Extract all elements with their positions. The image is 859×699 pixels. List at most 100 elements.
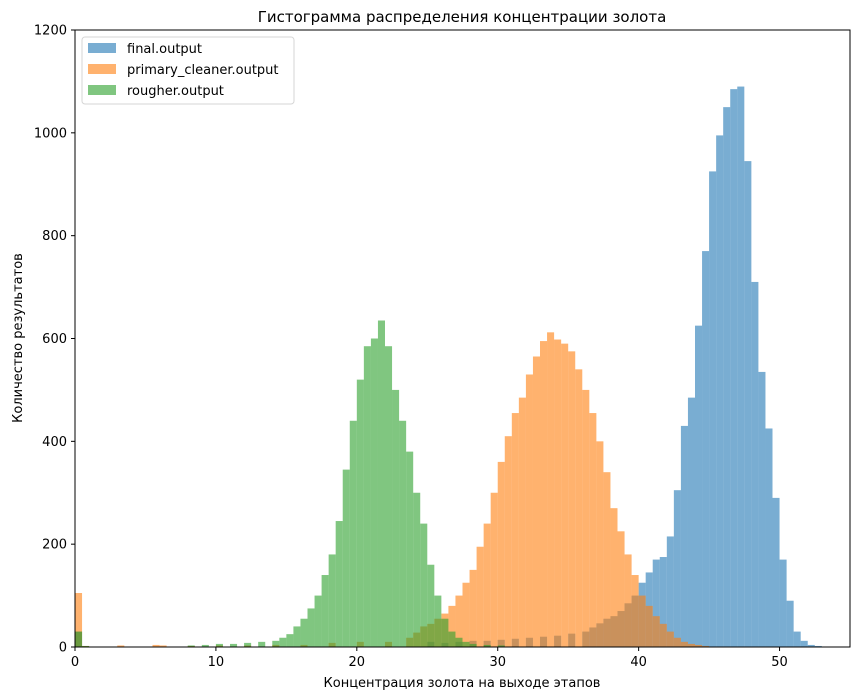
histogram-bar: [504, 436, 512, 647]
histogram-bar: [476, 546, 484, 647]
histogram-bar: [469, 643, 477, 647]
histogram-bar: [751, 281, 759, 647]
histogram-bar: [800, 640, 808, 647]
histogram-bar: [434, 595, 442, 647]
x-tick-label: 10: [208, 655, 225, 670]
histogram-bar: [448, 605, 456, 647]
histogram-bar: [765, 428, 773, 647]
histogram-bar: [518, 397, 526, 647]
histogram-bar: [117, 645, 125, 647]
histogram-bar: [554, 339, 562, 647]
histogram-bar: [737, 86, 745, 647]
histogram-bar: [702, 251, 710, 647]
histogram-bar: [462, 641, 470, 647]
histogram-bar: [786, 600, 794, 647]
histogram-bar: [497, 461, 505, 647]
histogram-bar: [356, 379, 364, 647]
histogram-bar: [659, 557, 667, 647]
histogram-bar: [272, 640, 280, 647]
histogram-bar: [758, 371, 766, 647]
legend-items: final.output primary_cleaner.outputroughe…: [88, 42, 279, 99]
histogram-bar: [328, 554, 336, 647]
histogram-bar: [497, 645, 505, 647]
histogram-bar: [392, 389, 400, 647]
histogram-bar: [441, 618, 449, 647]
histogram-bar: [532, 356, 540, 647]
histogram-bar: [483, 523, 491, 647]
histogram-bar: [483, 644, 491, 647]
histogram-bar: [377, 320, 385, 647]
histogram-bar: [342, 469, 350, 647]
histogram-bar: [427, 564, 435, 647]
histogram-bar: [448, 631, 456, 647]
legend-label: primary_cleaner.output: [127, 63, 279, 78]
histogram-bar: [793, 631, 801, 647]
histogram-bar: [258, 641, 266, 647]
histogram-bar: [666, 536, 674, 647]
legend-swatch: [88, 85, 116, 95]
x-tick-label: 40: [630, 655, 647, 670]
histogram-bar: [159, 645, 167, 647]
histogram-bar: [687, 643, 695, 647]
histogram-bar: [673, 637, 681, 647]
legend-swatch: [88, 43, 116, 53]
histogram-bar: [187, 645, 195, 647]
histogram-bar: [596, 441, 604, 647]
x-tick-label: 30: [489, 655, 506, 670]
histogram-bar: [201, 644, 209, 647]
x-axis-label: Концентрация золота на выходе этапов: [324, 676, 601, 691]
legend-label: rougher.output: [127, 84, 224, 99]
histogram-bar: [335, 521, 343, 647]
histogram-bar: [695, 644, 703, 647]
series-primary-cleaner-output: [75, 332, 710, 648]
histogram-bar: [490, 492, 498, 647]
y-tick-label: 800: [42, 229, 67, 244]
histogram-bar: [695, 325, 703, 647]
histogram-bar: [723, 107, 731, 648]
histogram-bar: [631, 575, 639, 647]
histogram-bar: [779, 559, 787, 647]
legend-swatch: [88, 64, 116, 74]
y-axis-label: Количество результатов: [11, 253, 26, 423]
histogram-bar: [525, 374, 533, 647]
histogram-bar: [349, 420, 357, 647]
histogram-bar: [540, 341, 548, 647]
legend: final.output primary_cleaner.outputroughe…: [81, 36, 295, 105]
histogram-bar: [230, 643, 238, 647]
y-tick-label: 1200: [34, 24, 67, 39]
bars-layer: [75, 86, 822, 648]
histogram-bar: [814, 645, 822, 647]
histogram-bar: [314, 595, 322, 647]
legend-box: [81, 36, 295, 105]
histogram-bar: [645, 605, 653, 647]
histogram-bar: [244, 642, 252, 647]
histogram-bar: [575, 369, 583, 647]
histogram-bar: [624, 554, 632, 647]
x-axis-ticks: 0 10 20 30 40 50: [71, 647, 788, 670]
x-tick-label: 20: [349, 655, 366, 670]
histogram-bar: [666, 631, 674, 647]
histogram-bar: [716, 135, 724, 647]
histogram-bar: [603, 472, 611, 647]
y-tick-label: 200: [42, 538, 67, 553]
histogram-bar: [75, 593, 83, 647]
histogram-bar: [152, 644, 160, 647]
y-tick-label: 0: [59, 641, 67, 656]
x-tick-label: 0: [71, 655, 79, 670]
histogram-bar: [652, 616, 660, 647]
histogram-bar: [638, 595, 646, 647]
histogram-bar: [82, 645, 90, 647]
histogram-bar: [469, 569, 477, 648]
histogram-bar: [610, 508, 618, 647]
histogram-bar: [807, 644, 815, 647]
legend-label: final.output: [127, 42, 202, 57]
histogram-bar: [744, 161, 752, 648]
histogram-bar: [680, 641, 688, 647]
histogram-bar: [215, 643, 223, 647]
histogram-bar: [561, 343, 569, 647]
histogram-bar: [363, 346, 371, 647]
histogram-bar: [75, 631, 83, 647]
series-rougher-output: [75, 320, 505, 647]
histogram-bar: [589, 413, 597, 647]
